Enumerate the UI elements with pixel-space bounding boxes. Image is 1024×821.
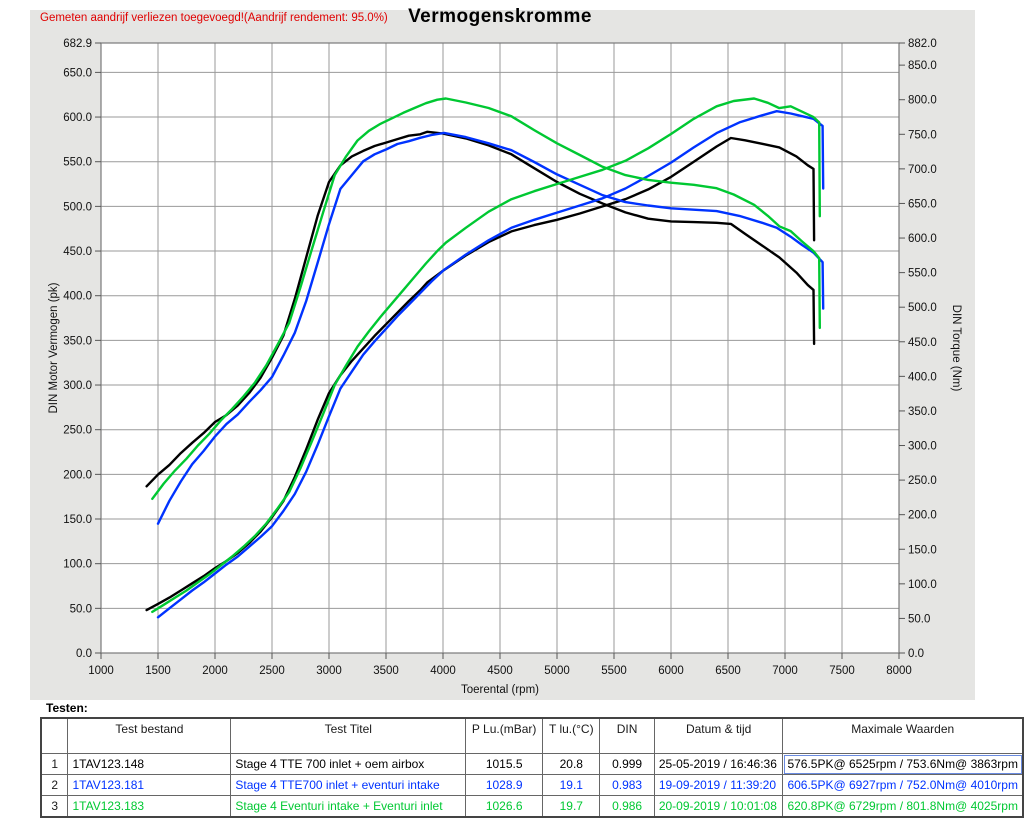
row-number[interactable]: 1 [40,753,69,775]
tests-table: Test bestand Test Titel P Lu.(mBar) T lu… [40,717,1024,818]
left-axis-tick-label: 600.0 [63,112,92,124]
right-axis-tick-label: 600.0 [908,233,937,245]
right-axis-tick-label: 700.0 [908,164,937,176]
left-axis-tick-label: 300.0 [63,380,92,392]
x-axis-tick-label: 4000 [430,665,456,677]
right-axis-tick-label: 150.0 [908,544,937,556]
x-axis-tick-label: 7000 [772,665,798,677]
x-axis-tick-label: 8000 [886,665,912,677]
test-file[interactable]: 1TAV123.148 [67,753,232,775]
test-pressure[interactable]: 1028.9 [465,774,544,796]
right-axis-tick-label: 750.0 [908,129,937,141]
test-title[interactable]: Stage 4 TTE700 inlet + eventuri intake [230,774,467,796]
test-datetime[interactable]: 19-09-2019 / 11:39:20 [653,774,784,796]
left-axis-tick-label: 100.0 [63,559,92,571]
x-axis-tick-label: 2500 [259,665,285,677]
test-max-values[interactable]: 606.5PK@ 6927rpm / 752.0Nm@ 4010rpm [782,774,1024,796]
table-row[interactable]: 1 1TAV123.148 Stage 4 TTE 700 inlet + oe… [40,753,1024,775]
x-axis-tick-label: 1500 [145,665,171,677]
right-axis-title: DIN Torque (Nm) [950,305,962,392]
col-header-file: Test bestand [67,717,232,754]
right-axis-tick-label: 850.0 [908,60,937,72]
left-axis-tick-label: 400.0 [63,291,92,303]
right-axis-tick-label: 450.0 [908,337,937,349]
right-axis-tick-label: 650.0 [908,198,937,210]
test-datetime[interactable]: 20-09-2019 / 10:01:08 [653,795,784,818]
test-din[interactable]: 0.999 [599,753,655,775]
left-axis-title: DIN Motor Vermogen (pk) [48,282,60,413]
left-axis-tick-label: 500.0 [63,201,92,213]
test-max-values[interactable]: 620.8PK@ 6729rpm / 801.8Nm@ 4025rpm [782,795,1024,818]
left-axis-tick-label: 350.0 [63,335,92,347]
x-axis-tick-label: 6500 [715,665,741,677]
test-temp[interactable]: 20.8 [542,753,601,775]
x-axis-tick-label: 1000 [88,665,114,677]
test-din[interactable]: 0.986 [599,795,655,818]
test-pressure[interactable]: 1026.6 [465,795,544,818]
right-axis-tick-label: 50.0 [908,613,930,625]
test-din[interactable]: 0.983 [599,774,655,796]
left-axis-tick-label: 50.0 [70,603,92,615]
table-header-row: Test bestand Test Titel P Lu.(mBar) T lu… [40,717,1024,754]
test-file[interactable]: 1TAV123.183 [67,795,232,818]
col-header-max: Maximale Waarden [782,717,1024,754]
test-title[interactable]: Stage 4 Eventuri intake + Eventuri inlet [230,795,467,818]
drive-loss-warning: Gemeten aandrijf verliezen toegevoegd!(A… [40,12,388,24]
x-axis-tick-label: 2000 [202,665,228,677]
test-temp[interactable]: 19.7 [542,795,601,818]
x-axis-title: Toerental (rpm) [461,684,539,696]
x-axis-tick-label: 6000 [658,665,684,677]
x-axis-tick-label: 5500 [601,665,627,677]
test-pressure[interactable]: 1015.5 [465,753,544,775]
test-max-values[interactable]: 576.5PK@ 6525rpm / 753.6Nm@ 3863rpm [782,753,1024,775]
x-axis-tick-label: 3500 [373,665,399,677]
curve-power-run-2 [156,109,825,619]
row-number[interactable]: 3 [40,795,69,818]
test-title[interactable]: Stage 4 TTE 700 inlet + oem airbox [230,753,467,775]
col-header-temp: T lu.(°C) [542,717,601,754]
col-header-din: DIN [599,717,655,754]
test-temp[interactable]: 19.1 [542,774,601,796]
right-axis-tick-label: 100.0 [908,579,937,591]
tests-label: Testen: [46,701,88,715]
col-header-rownum [40,717,69,754]
right-axis-tick-label: 400.0 [908,371,937,383]
left-axis-tick-label: 450.0 [63,246,92,258]
x-axis-tick-label: 7500 [829,665,855,677]
left-axis-tick-label: 682.9 [63,38,92,50]
right-axis-tick-label: 550.0 [908,268,937,280]
left-axis-tick-label: 550.0 [63,157,92,169]
right-axis-tick-label: 250.0 [908,475,937,487]
left-axis-tick-label: 150.0 [63,514,92,526]
col-header-datetime: Datum & tijd [653,717,784,754]
right-axis-tick-label: 0.0 [908,648,924,660]
left-axis-tick-label: 0.0 [76,648,92,660]
curve-power-run-3 [151,97,821,614]
test-datetime[interactable]: 25-05-2019 / 16:46:36 [653,753,784,775]
right-axis-tick-label: 300.0 [908,441,937,453]
col-header-pressure: P Lu.(mBar) [465,717,544,754]
row-number[interactable]: 2 [40,774,69,796]
power-torque-chart: 682.9 650.0 600.0 550.0 500.0 450.0 400.0 350.0… [48,38,962,696]
curve-torque-run-1 [145,130,816,488]
table-row[interactable]: 3 1TAV123.183 Stage 4 Eventuri intake + … [40,795,1024,818]
chart-title: Vermogenskromme [408,6,592,27]
left-axis-tick-label: 650.0 [63,67,92,79]
curve-torque-run-2 [156,131,825,525]
left-axis-tick-label: 250.0 [63,425,92,437]
right-axis-tick-label: 350.0 [908,406,937,418]
test-file[interactable]: 1TAV123.181 [67,774,232,796]
left-axis-tick-label: 200.0 [63,469,92,481]
right-axis-tick-label: 882.0 [908,38,937,50]
x-axis-tick-label: 3000 [316,665,342,677]
x-axis-tick-label: 5000 [544,665,570,677]
x-axis-tick-label: 4500 [487,665,513,677]
right-axis-tick-label: 200.0 [908,510,937,522]
col-header-title: Test Titel [230,717,467,754]
table-row[interactable]: 2 1TAV123.181 Stage 4 TTE700 inlet + eve… [40,774,1024,796]
right-axis-tick-label: 800.0 [908,95,937,107]
curve-torque-run-3 [151,97,821,500]
right-axis-tick-label: 500.0 [908,302,937,314]
